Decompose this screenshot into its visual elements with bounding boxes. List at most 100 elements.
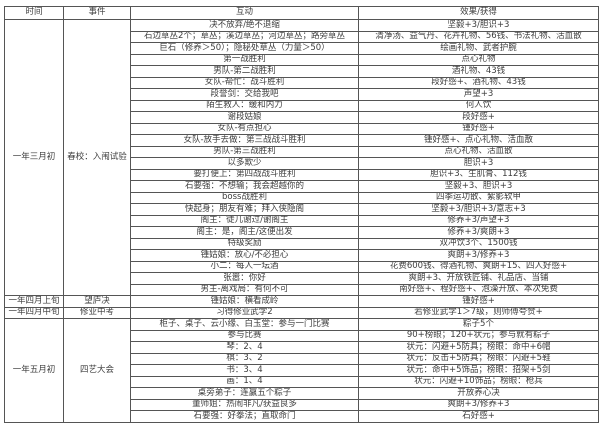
effect-cell: 点心礼物 (358, 53, 599, 66)
effect-cell: 若修业武学1＞7级，则师傅夸赞+ (358, 306, 599, 319)
interaction-cell: 锺姑娘：放心/不必担心 (130, 249, 359, 262)
interaction-cell: 琴：2、4 (130, 341, 359, 354)
interaction-cell: boss战胜利 (130, 191, 359, 204)
effect-cell: 胆识+3、生肌膏、112钱 (358, 168, 599, 181)
interaction-cell: 男队-第三战胜利 (130, 145, 359, 158)
effect-cell: 状元：命中+5饰品；榜眼：招架+5剑 (358, 364, 599, 377)
effect-cell: 胆识+3 (358, 157, 599, 170)
interaction-cell: 书：3、4 (130, 364, 359, 377)
effect-cell: 锺好感+ (358, 295, 599, 308)
interaction-cell: 男主-离戏局：有何不可 (130, 283, 359, 296)
effect-cell: 四季运功散、紫影软甲 (358, 191, 599, 204)
table-header: 时间 事件 互动 效果/获得 (4, 6, 599, 20)
table-row: 石要强：好拳法；直取命门 石好感+ (5, 410, 599, 423)
table-row: 女队-有点担心 锺好感+ (5, 122, 599, 135)
event-cell: 春校：入闱试验 (63, 19, 131, 296)
interaction-cell: 石要强：好拳法；直取命门 (130, 410, 359, 423)
effect-cell: 酒礼物、43钱 (358, 65, 599, 78)
effect-cell: 锺好感+ (358, 122, 599, 135)
table-row: boss战胜利 四季运功散、紫影软甲 (5, 191, 599, 204)
interaction-cell: 陌生救人：缓和内力 (130, 99, 359, 112)
interaction-cell: 棋：3、2 (130, 352, 359, 365)
table-row: 女队-放手去做：第三战战斗胜利 锺好感+、点心礼物、活血散 (5, 134, 599, 147)
header-event: 事件 (63, 6, 131, 20)
table-row: 锺姑娘：放心/不必担心 爽朗+3/修养+3 (5, 249, 599, 262)
interaction-cell: 男队-第二战胜利 (130, 65, 359, 78)
guide-table-body: 一年三月初 春校：入闱试验 决不放弃/绝不退缩 坚毅+3/胆识+3 石边草丛2个；草丛；… (4, 19, 599, 423)
table-row: 一年四月中旬 修业中考 习得修业武学2 若修业武学1＞7级，则师傅夸赞+ (4, 306, 599, 319)
time-cell: 一年五月初 (4, 318, 64, 423)
table-row: 一年三月初 春校：入闱试验 决不放弃/绝不退缩 坚毅+3/胆识+3 (4, 19, 599, 296)
table-row: 女队-帮忙：战斗胜利 段好感+、酒礼物、43钱 (5, 76, 599, 89)
time-cell: 一年三月初 (4, 19, 64, 296)
table-row: 一年四月上旬 望庐决 锺姑娘：横看成岭 锺好感+ (4, 295, 599, 308)
effect-cell: 修养+3/爽朗+3 (358, 226, 599, 239)
effect-cell: 状元：闪避+10饰品；榜眼：枪兵 (358, 375, 599, 388)
time-cell: 一年四月中旬 (4, 306, 64, 319)
effect-cell: 段好感+ (358, 111, 599, 124)
effect-cell: 修养+3/声望+3 (358, 214, 599, 227)
header-time: 时间 (4, 6, 64, 20)
effect-cell: 何人饮 (358, 99, 599, 112)
effect-cell: 绘画礼物、武者护腕 (358, 42, 599, 55)
interaction-cell: 以多欺少 (130, 157, 359, 170)
interaction-cell: 特级奖励 (130, 237, 359, 250)
table-row: 男主-离戏局：有何不可 南好感+、程好感+、泡澡开放、本次免费 (5, 283, 599, 296)
interaction-cell: 第一战胜利 (130, 53, 359, 66)
interaction-cell: 段誉剑：交给我吧 (130, 88, 359, 101)
effect-cell: 双冲饮3个、1500钱 (358, 237, 599, 250)
interaction-cell: 女队-放手去做：第三战战斗胜利 (130, 134, 359, 147)
effect-cell: 开放养心决 (358, 387, 599, 400)
table-row: 男队-第二战胜利 酒礼物、43钱 (5, 65, 599, 78)
interaction-cell: 阁主：徒儿谢过/谢阁主 (130, 214, 359, 227)
interaction-cell: 张嚣：你好 (130, 272, 359, 285)
interaction-cell: 阁主：是，阁主/这便出发 (130, 226, 359, 239)
table-row: 一年五月初 四艺大会 柜子、桌子、云小缘、白玉堂：参与一门比赛 粽子5个 (4, 318, 599, 423)
effect-cell: 90+榜眼；120+状元；参与就有粽子 (358, 329, 599, 342)
interaction-cell: 女队-帮忙：战斗胜利 (130, 76, 359, 89)
effect-cell: 爽朗+3/修养+3 (358, 249, 599, 262)
table-row: 快起身；朋友有难；拜入侠隐阁 坚毅+3/胆识+3/意志+3 (5, 203, 599, 216)
table-row: 阁主：徒儿谢过/谢阁主 修养+3/声望+3 (5, 214, 599, 227)
effect-cell: 点心礼物、活血散 (358, 145, 599, 158)
effect-cell: 南好感+、程好感+、泡澡开放、本次免费 (358, 283, 599, 296)
table-row: 巨石（修养＞50）；隐秘处草丛（力量＞50） 绘画礼物、武者护腕 (5, 42, 599, 55)
effect-cell: 声望+3 (358, 88, 599, 101)
effect-cell: 石好感+ (358, 410, 599, 423)
interaction-cell: 石要强：不想输；我会超越你的 (130, 180, 359, 193)
table-row: 要打便上：第四战战斗胜利 胆识+3、生肌膏、112钱 (5, 168, 599, 181)
header-row: 时间 事件 互动 效果/获得 (4, 6, 599, 20)
header-effect: 效果/获得 (358, 6, 599, 20)
effect-cell: 爽朗+3、开放铁匠铺、礼品店、当铺 (358, 272, 599, 285)
effect-cell: 清净汤、益气丹、花卉礼物、56钱、书法礼物、活血散 (358, 30, 599, 43)
effect-cell: 坚毅+3/胆识+3/意志+3 (358, 203, 599, 216)
interaction-cell: 要打便上：第四战战斗胜利 (130, 168, 359, 181)
table-row: 阁主：是，阁主/这便出发 修养+3/爽朗+3 (5, 226, 599, 239)
effect-cell: 锺好感+、点心礼物、活血散 (358, 134, 599, 147)
interaction-cell: 参与比赛 (130, 329, 359, 342)
effect-cell: 段好感+、酒礼物、43钱 (358, 76, 599, 89)
interaction-cell: 巨石（修养＞50）；隐秘处草丛（力量＞50） (130, 42, 359, 55)
interaction-cell: 谢段姑娘 (130, 111, 359, 124)
interaction-cell: 石边草丛2个；草丛；溪边草丛；河边草丛；路旁草丛 (130, 30, 359, 43)
effect-cell: 状元：反击+5防具；榜眼：闪避+5鞋 (358, 352, 599, 365)
table-row: 以多欺少 胆识+3 (5, 157, 599, 170)
event-cell: 望庐决 (63, 295, 131, 308)
interaction-cell: 小二：每人一坛酒 (130, 260, 359, 273)
table-row: 石要强：不想输；我会超越你的 坚毅+3、胆识+3 (5, 180, 599, 193)
interaction-cell: 董师姐：热闹非凡/获益良多 (130, 398, 359, 411)
interaction-cell: 锺姑娘：横看成岭 (130, 295, 359, 308)
effect-cell: 状元：闪避+5防具；榜眼：命中+6帽 (358, 341, 599, 354)
table-row: 段誉剑：交给我吧 声望+3 (5, 88, 599, 101)
event-cell: 四艺大会 (63, 318, 131, 423)
interaction-cell: 决不放弃/绝不退缩 (130, 19, 359, 32)
interaction-cell: 习得修业武学2 (130, 306, 359, 319)
effect-cell: 爽朗+3/修养+3 (358, 398, 599, 411)
effect-cell: 粽子5个 (358, 318, 599, 331)
interaction-cell: 快起身；朋友有难；拜入侠隐阁 (130, 203, 359, 216)
table-row: 男队-第三战胜利 点心礼物、活血散 (5, 145, 599, 158)
interaction-cell: 桌旁弟子：连赢五个粽子 (130, 387, 359, 400)
effect-cell: 坚毅+3/胆识+3 (358, 19, 599, 32)
interaction-cell: 画：1、4 (130, 375, 359, 388)
interaction-cell: 柜子、桌子、云小缘、白玉堂：参与一门比赛 (130, 318, 359, 331)
